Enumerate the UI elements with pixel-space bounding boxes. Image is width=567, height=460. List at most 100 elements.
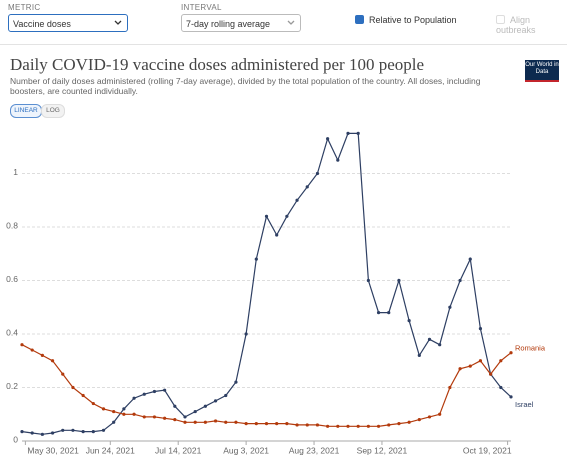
data-point bbox=[509, 395, 513, 399]
chevron bbox=[114, 20, 122, 25]
data-point bbox=[346, 131, 350, 135]
data-point bbox=[193, 409, 197, 414]
data-point bbox=[305, 185, 309, 189]
chevron bbox=[287, 20, 295, 25]
data-point bbox=[387, 311, 391, 315]
metric-label: METRIC bbox=[8, 3, 41, 12]
checkbox-checked bbox=[355, 15, 364, 24]
x-tick-label: May 30, 2021 bbox=[27, 445, 79, 455]
data-point bbox=[438, 343, 442, 347]
data-point bbox=[244, 422, 248, 426]
data-point bbox=[458, 367, 462, 371]
data-point bbox=[61, 428, 65, 432]
data-point bbox=[407, 319, 411, 323]
data-point bbox=[234, 420, 238, 424]
data-point bbox=[336, 424, 340, 428]
data-point bbox=[254, 422, 258, 426]
data-point bbox=[356, 131, 360, 135]
data-point bbox=[61, 372, 65, 376]
data-point bbox=[336, 158, 340, 162]
data-point bbox=[275, 422, 279, 426]
x-tick-label: Jul 14, 2021 bbox=[155, 445, 202, 455]
divider bbox=[0, 44, 567, 45]
x-tick-label: Aug 23, 2021 bbox=[289, 445, 340, 455]
data-point bbox=[305, 423, 309, 427]
metric-value: Vaccine doses bbox=[13, 19, 71, 29]
data-point bbox=[234, 380, 238, 384]
data-point bbox=[71, 385, 75, 390]
data-point bbox=[478, 327, 483, 331]
x-tick-label: Sep 12, 2021 bbox=[357, 445, 408, 455]
data-point bbox=[101, 407, 106, 411]
data-point bbox=[122, 412, 126, 416]
checkbox-empty bbox=[496, 15, 505, 24]
data-point bbox=[152, 415, 157, 419]
interval-dropdown[interactable]: 7-day rolling average bbox=[181, 14, 301, 32]
chart-title: Daily COVID-19 vaccine doses administere… bbox=[10, 55, 425, 74]
data-point bbox=[448, 385, 452, 390]
data-point bbox=[417, 418, 421, 422]
data-point bbox=[173, 404, 177, 408]
data-point bbox=[20, 430, 24, 434]
x-tick-label: Aug 3, 2021 bbox=[223, 445, 269, 455]
data-point bbox=[244, 332, 248, 336]
data-point bbox=[295, 423, 299, 427]
data-point bbox=[458, 278, 462, 283]
y-tick-label: 0.4 bbox=[6, 327, 18, 337]
data-point bbox=[224, 420, 228, 424]
data-point bbox=[30, 348, 34, 352]
data-point bbox=[285, 422, 289, 426]
align-checkbox: Align outbreaks bbox=[496, 15, 567, 35]
data-point bbox=[499, 359, 503, 363]
data-point bbox=[295, 198, 299, 202]
y-tick-label: 0.2 bbox=[6, 381, 18, 391]
data-point bbox=[499, 385, 503, 390]
data-point bbox=[326, 137, 330, 141]
data-point bbox=[91, 401, 95, 406]
align-label: Align outbreaks bbox=[496, 15, 536, 35]
metric-dropdown[interactable]: Vaccine doses bbox=[8, 14, 128, 32]
data-point bbox=[142, 415, 146, 419]
data-point bbox=[489, 372, 493, 376]
data-point bbox=[152, 389, 157, 394]
logo[interactable]: Our World in Data bbox=[525, 60, 559, 82]
series-line bbox=[21, 344, 512, 427]
data-point bbox=[285, 214, 289, 218]
data-point bbox=[264, 214, 269, 218]
y-tick-label: 0 bbox=[13, 434, 18, 444]
data-point bbox=[275, 233, 279, 237]
data-point bbox=[112, 409, 116, 414]
log-button[interactable]: LOG bbox=[41, 104, 65, 118]
y-tick-label: 0.8 bbox=[6, 220, 18, 230]
data-point bbox=[20, 343, 24, 347]
data-point bbox=[468, 257, 472, 261]
data-point bbox=[81, 430, 85, 434]
x-tick-label: Oct 19, 2021 bbox=[463, 445, 512, 455]
data-point bbox=[163, 388, 167, 392]
series-label: Israel bbox=[515, 400, 534, 409]
data-point bbox=[397, 422, 401, 426]
data-point bbox=[427, 337, 432, 341]
data-point bbox=[173, 418, 177, 422]
data-point bbox=[142, 392, 146, 396]
data-point bbox=[264, 422, 269, 426]
data-point bbox=[101, 428, 106, 432]
data-point bbox=[387, 423, 391, 427]
data-point bbox=[376, 424, 381, 428]
data-point bbox=[112, 420, 116, 424]
data-point bbox=[326, 424, 330, 428]
data-point bbox=[315, 423, 320, 427]
data-point bbox=[193, 420, 197, 424]
data-point bbox=[183, 420, 187, 424]
relative-checkbox[interactable]: Relative to Population bbox=[355, 15, 457, 25]
data-point bbox=[356, 424, 360, 428]
interval-label: INTERVAL bbox=[181, 3, 222, 12]
data-point bbox=[376, 311, 381, 315]
data-point bbox=[224, 393, 228, 398]
data-point bbox=[346, 424, 350, 428]
data-point bbox=[122, 407, 126, 411]
data-point bbox=[50, 359, 55, 363]
data-point bbox=[132, 396, 136, 400]
